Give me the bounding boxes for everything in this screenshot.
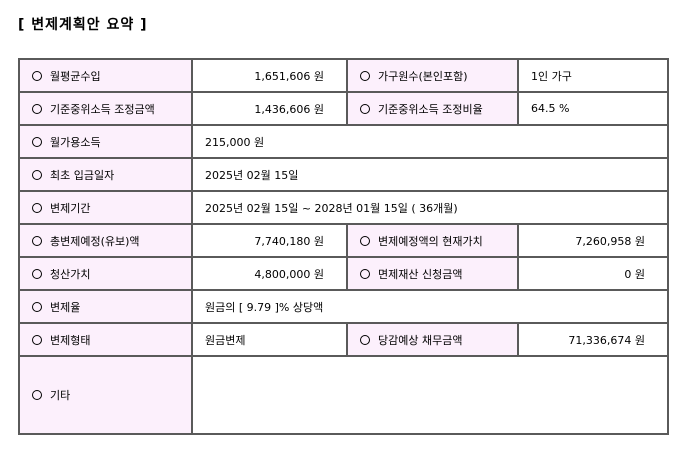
label: 월가용소득 (50, 135, 101, 149)
label-cell: 기타 (18, 355, 193, 435)
circle-bullet-icon (32, 390, 42, 400)
table-row: 변제율 원금의 [ 9.79 ]% 상당액 (18, 289, 669, 324)
circle-bullet-icon (360, 103, 370, 114)
label: 기준중위소득 조정비율 (378, 102, 483, 116)
label-cell: 기준중위소득 조정비율 (346, 91, 519, 126)
repayment-summary-table: 월평균수입 1,651,606 원 가구원수(본인포함) 1인 가구 기준중위소… (18, 58, 669, 435)
value-cell: 1,436,606 원 (191, 91, 348, 126)
label-cell: 월가용소득 (18, 124, 193, 159)
table-row: 청산가치 4,800,000 원 면제재산 신청금액 0 원 (18, 256, 669, 291)
label: 변제기간 (50, 201, 91, 215)
label: 당감예상 채무금액 (378, 333, 463, 347)
table-row: 월가용소득 215,000 원 (18, 124, 669, 159)
table-row: 총변제예정(유보)액 7,740,180 원 변제예정액의 현재가치 7,260… (18, 223, 669, 258)
table-row: 최초 입금일자 2025년 02월 15일 (18, 157, 669, 192)
table-row: 기준중위소득 조정금액 1,436,606 원 기준중위소득 조정비율 64.5… (18, 91, 669, 126)
circle-bullet-icon (360, 334, 370, 345)
label: 월평균수입 (50, 69, 101, 83)
label-cell: 청산가치 (18, 256, 193, 291)
label: 변제형태 (50, 333, 91, 347)
circle-bullet-icon (32, 268, 42, 279)
label: 청산가치 (50, 267, 91, 281)
value-cell: 7,260,958 원 (517, 223, 669, 258)
circle-bullet-icon (32, 169, 42, 180)
label-cell: 당감예상 채무금액 (346, 322, 519, 357)
circle-bullet-icon (32, 301, 42, 312)
circle-bullet-icon (32, 334, 42, 345)
value-cell: 1,651,606 원 (191, 58, 348, 93)
label-cell: 기준중위소득 조정금액 (18, 91, 193, 126)
value-cell: 원금변제 (191, 322, 348, 357)
table-row: 변제기간 2025년 02월 15일 ~ 2028년 01월 15일 ( 36개… (18, 190, 669, 225)
label: 기타 (50, 389, 71, 402)
circle-bullet-icon (32, 235, 42, 246)
label: 기준중위소득 조정금액 (50, 102, 155, 116)
label-cell: 변제예정액의 현재가치 (346, 223, 519, 258)
label: 면제재산 신청금액 (378, 267, 463, 281)
circle-bullet-icon (32, 70, 42, 81)
label-cell: 월평균수입 (18, 58, 193, 93)
value-cell: 0 원 (517, 256, 669, 291)
value-cell: 7,740,180 원 (191, 223, 348, 258)
label-cell: 변제율 (18, 289, 193, 324)
value-cell: 64.5 % (517, 91, 669, 126)
table-row: 기타 (18, 355, 669, 435)
circle-bullet-icon (32, 103, 42, 114)
label-cell: 변제형태 (18, 322, 193, 357)
table-row: 월평균수입 1,651,606 원 가구원수(본인포함) 1인 가구 (18, 58, 669, 93)
value-cell: 71,336,674 원 (517, 322, 669, 357)
label-cell: 가구원수(본인포함) (346, 58, 519, 93)
label: 변제예정액의 현재가치 (378, 234, 483, 248)
value-cell: 1인 가구 (517, 58, 669, 93)
value-cell: 4,800,000 원 (191, 256, 348, 291)
label: 가구원수(본인포함) (378, 69, 468, 83)
label: 최초 입금일자 (50, 168, 115, 182)
page-title: [ 변제계획안 요약 ] (18, 17, 148, 33)
label-cell: 총변제예정(유보)액 (18, 223, 193, 258)
label: 변제율 (50, 300, 81, 314)
value-cell: 215,000 원 (191, 124, 669, 159)
circle-bullet-icon (360, 268, 370, 279)
label: 총변제예정(유보)액 (50, 234, 140, 248)
label-cell: 변제기간 (18, 190, 193, 225)
label-cell: 최초 입금일자 (18, 157, 193, 192)
circle-bullet-icon (32, 202, 42, 213)
circle-bullet-icon (360, 235, 370, 246)
label-cell: 면제재산 신청금액 (346, 256, 519, 291)
circle-bullet-icon (32, 136, 42, 147)
value-cell (191, 355, 669, 435)
table-row: 변제형태 원금변제 당감예상 채무금액 71,336,674 원 (18, 322, 669, 357)
value-cell: 2025년 02월 15일 ~ 2028년 01월 15일 ( 36개월) (191, 190, 669, 225)
circle-bullet-icon (360, 70, 370, 81)
value-cell: 2025년 02월 15일 (191, 157, 669, 192)
value-cell: 원금의 [ 9.79 ]% 상당액 (191, 289, 669, 324)
